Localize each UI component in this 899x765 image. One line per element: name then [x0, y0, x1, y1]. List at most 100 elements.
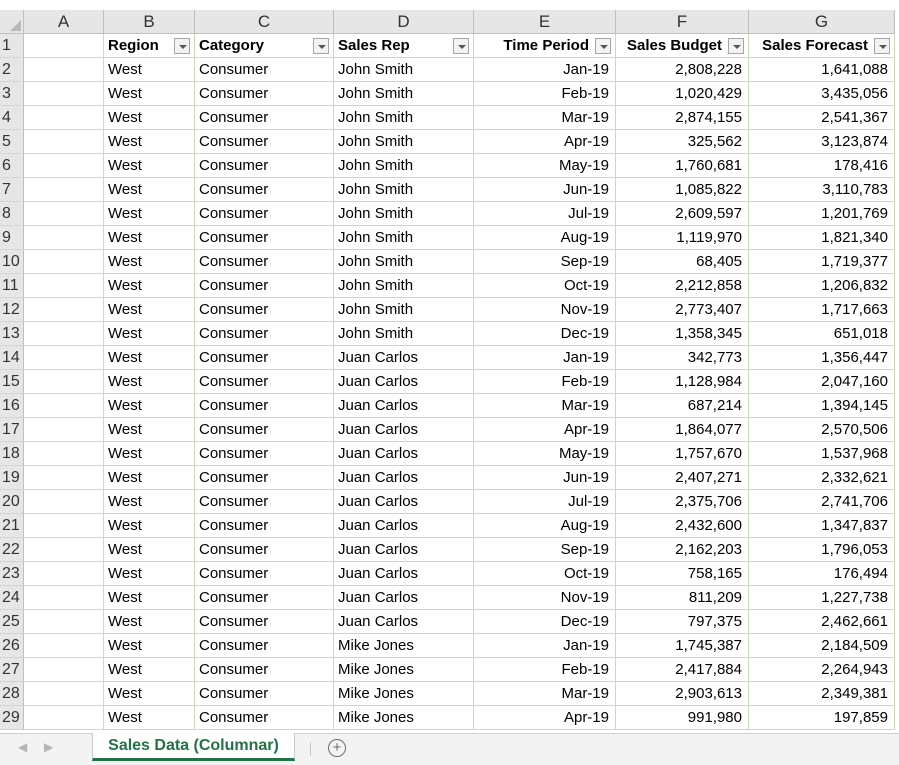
cell-sales-rep[interactable]: Juan Carlos: [334, 466, 474, 490]
cell-sales-budget[interactable]: 1,745,387: [616, 634, 749, 658]
cell-sales-rep[interactable]: Juan Carlos: [334, 610, 474, 634]
cell-sales-rep[interactable]: Juan Carlos: [334, 394, 474, 418]
cell-sales-budget[interactable]: 1,358,345: [616, 322, 749, 346]
cell-time-period[interactable]: Apr-19: [474, 706, 616, 730]
cell-category[interactable]: Consumer: [195, 538, 334, 562]
cell-time-period[interactable]: Jul-19: [474, 202, 616, 226]
cell-time-period[interactable]: Dec-19: [474, 610, 616, 634]
filter-dropdown-icon[interactable]: [313, 38, 329, 54]
cell-sales-budget[interactable]: 811,209: [616, 586, 749, 610]
cell-region[interactable]: West: [104, 658, 195, 682]
cell-time-period[interactable]: Feb-19: [474, 82, 616, 106]
header-region[interactable]: Region: [104, 34, 195, 58]
cell-region[interactable]: West: [104, 490, 195, 514]
row-header[interactable]: 24: [0, 586, 24, 610]
cell-region[interactable]: West: [104, 178, 195, 202]
column-header-f[interactable]: F: [616, 10, 749, 34]
row-header[interactable]: 3: [0, 82, 24, 106]
cell-sales-budget[interactable]: 2,432,600: [616, 514, 749, 538]
cell-sales-forecast[interactable]: 1,821,340: [749, 226, 895, 250]
cell-a[interactable]: [24, 250, 104, 274]
cell-sales-forecast[interactable]: 2,349,381: [749, 682, 895, 706]
row-header[interactable]: 22: [0, 538, 24, 562]
cell-sales-rep[interactable]: Mike Jones: [334, 682, 474, 706]
filter-dropdown-icon[interactable]: [174, 38, 190, 54]
cell-sales-forecast[interactable]: 651,018: [749, 322, 895, 346]
cell-sales-rep[interactable]: John Smith: [334, 202, 474, 226]
cell-time-period[interactable]: Apr-19: [474, 418, 616, 442]
cell-region[interactable]: West: [104, 634, 195, 658]
cell-region[interactable]: West: [104, 370, 195, 394]
filter-dropdown-icon[interactable]: [453, 38, 469, 54]
cell-sales-budget[interactable]: 2,375,706: [616, 490, 749, 514]
cell-sales-rep[interactable]: Juan Carlos: [334, 418, 474, 442]
cell-region[interactable]: West: [104, 322, 195, 346]
cell-time-period[interactable]: Jan-19: [474, 634, 616, 658]
cell-category[interactable]: Consumer: [195, 346, 334, 370]
cell-sales-budget[interactable]: 2,874,155: [616, 106, 749, 130]
cell-category[interactable]: Consumer: [195, 370, 334, 394]
cell-region[interactable]: West: [104, 706, 195, 730]
cell-region[interactable]: West: [104, 274, 195, 298]
cell-time-period[interactable]: Jan-19: [474, 58, 616, 82]
filter-dropdown-icon[interactable]: [874, 38, 890, 54]
row-header[interactable]: 17: [0, 418, 24, 442]
cell-region[interactable]: West: [104, 298, 195, 322]
column-header-d[interactable]: D: [334, 10, 474, 34]
cell-sales-budget[interactable]: 1,020,429: [616, 82, 749, 106]
cell-region[interactable]: West: [104, 106, 195, 130]
cell-a[interactable]: [24, 490, 104, 514]
cell-category[interactable]: Consumer: [195, 706, 334, 730]
column-header-e[interactable]: E: [474, 10, 616, 34]
cell-sales-budget[interactable]: 687,214: [616, 394, 749, 418]
cell-sales-budget[interactable]: 991,980: [616, 706, 749, 730]
row-header[interactable]: 27: [0, 658, 24, 682]
cell-time-period[interactable]: Feb-19: [474, 658, 616, 682]
cell-sales-budget[interactable]: 325,562: [616, 130, 749, 154]
cell-sales-forecast[interactable]: 2,741,706: [749, 490, 895, 514]
cell-region[interactable]: West: [104, 418, 195, 442]
cell-category[interactable]: Consumer: [195, 394, 334, 418]
cell-region[interactable]: West: [104, 250, 195, 274]
cell-sales-forecast[interactable]: 1,717,663: [749, 298, 895, 322]
cell-sales-forecast[interactable]: 1,206,832: [749, 274, 895, 298]
cell-sales-rep[interactable]: John Smith: [334, 154, 474, 178]
scroll-tabs-left-icon[interactable]: ◀: [18, 740, 28, 754]
scroll-tabs-right-icon[interactable]: ▶: [44, 740, 54, 754]
cell-category[interactable]: Consumer: [195, 322, 334, 346]
row-header[interactable]: 8: [0, 202, 24, 226]
cell-sales-rep[interactable]: John Smith: [334, 58, 474, 82]
cell-a[interactable]: [24, 34, 104, 58]
cell-sales-rep[interactable]: John Smith: [334, 226, 474, 250]
filter-dropdown-icon[interactable]: [728, 38, 744, 54]
cell-time-period[interactable]: Jul-19: [474, 490, 616, 514]
cell-time-period[interactable]: Apr-19: [474, 130, 616, 154]
row-header[interactable]: 16: [0, 394, 24, 418]
cell-region[interactable]: West: [104, 82, 195, 106]
cell-sales-budget[interactable]: 2,212,858: [616, 274, 749, 298]
cell-region[interactable]: West: [104, 58, 195, 82]
cell-region[interactable]: West: [104, 394, 195, 418]
cell-time-period[interactable]: Aug-19: [474, 226, 616, 250]
cell-sales-rep[interactable]: John Smith: [334, 322, 474, 346]
cell-a[interactable]: [24, 154, 104, 178]
row-header[interactable]: 14: [0, 346, 24, 370]
cell-category[interactable]: Consumer: [195, 58, 334, 82]
cell-category[interactable]: Consumer: [195, 178, 334, 202]
row-header[interactable]: 7: [0, 178, 24, 202]
cell-sales-budget[interactable]: 2,407,271: [616, 466, 749, 490]
cell-a[interactable]: [24, 538, 104, 562]
cell-category[interactable]: Consumer: [195, 514, 334, 538]
cell-a[interactable]: [24, 178, 104, 202]
cell-sales-forecast[interactable]: 1,227,738: [749, 586, 895, 610]
header-category[interactable]: Category: [195, 34, 334, 58]
cell-a[interactable]: [24, 706, 104, 730]
cell-sales-forecast[interactable]: 1,537,968: [749, 442, 895, 466]
cell-category[interactable]: Consumer: [195, 490, 334, 514]
row-header[interactable]: 21: [0, 514, 24, 538]
cell-region[interactable]: West: [104, 442, 195, 466]
cell-sales-forecast[interactable]: 3,123,874: [749, 130, 895, 154]
cell-region[interactable]: West: [104, 226, 195, 250]
row-header[interactable]: 20: [0, 490, 24, 514]
cell-a[interactable]: [24, 418, 104, 442]
